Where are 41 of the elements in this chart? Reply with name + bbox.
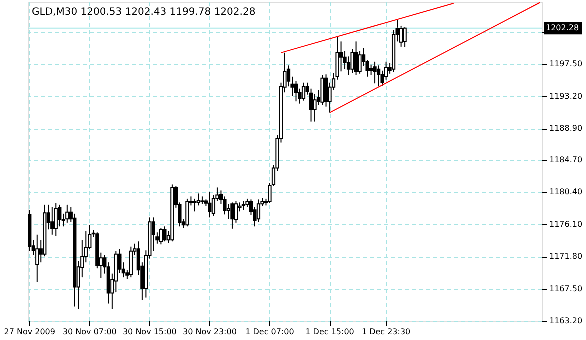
candlestick — [350, 48, 354, 74]
candlestick — [403, 26, 407, 48]
x-tick-label: 1 Dec 07:00 — [246, 328, 294, 336]
candlestick — [230, 202, 234, 230]
candlestick — [50, 206, 54, 236]
candlestick — [320, 74, 324, 106]
x-tick-label: 30 Nov 15:00 — [122, 328, 177, 336]
candlestick — [358, 50, 362, 74]
y-tick-label: 1167.50 — [550, 284, 583, 294]
y-tick-label: 1171.80 — [550, 252, 583, 262]
y-tick-label: 1176.10 — [550, 220, 583, 229]
candlestick — [373, 61, 377, 84]
y-tick-label: 1180.40 — [550, 188, 583, 197]
candlestick — [159, 228, 164, 246]
candlestick — [186, 198, 190, 228]
y-tick-label: 1163.20 — [550, 316, 583, 326]
text: GLD,M30 1200.53 1202.43 1199.78 1202.28 — [32, 7, 256, 18]
candlestick — [129, 246, 133, 278]
x-tick-label: 30 Nov 07:00 — [62, 328, 117, 336]
ref-line-label: 1202.28 — [546, 23, 580, 32]
candlestick — [294, 80, 298, 102]
x-tick-label: 30 Nov 23:00 — [182, 328, 237, 336]
x-tick-label: 1 Dec 23:30 — [362, 328, 411, 336]
x-tick-label: 27 Nov 2009 — [4, 328, 56, 336]
candlestick — [376, 65, 381, 88]
candlestick — [208, 192, 212, 218]
candlestick — [36, 234, 40, 283]
candlestick — [313, 94, 317, 122]
y-tick-label: 1193.20 — [550, 92, 583, 101]
candlestick — [302, 82, 306, 102]
y-tick-label: 1188.90 — [550, 124, 583, 134]
candlestick — [163, 226, 167, 242]
x-tick-label: 1 Dec 15:00 — [306, 328, 354, 336]
candlestick — [54, 202, 58, 237]
candlestick — [66, 204, 70, 224]
candlestick — [369, 64, 374, 76]
y-tick-label: 1184.70 — [550, 156, 583, 164]
candlestick — [354, 41, 358, 76]
y-tick-label: 1197.50 — [550, 60, 583, 69]
candlestick — [193, 198, 197, 212]
candlestick — [256, 199, 261, 223]
